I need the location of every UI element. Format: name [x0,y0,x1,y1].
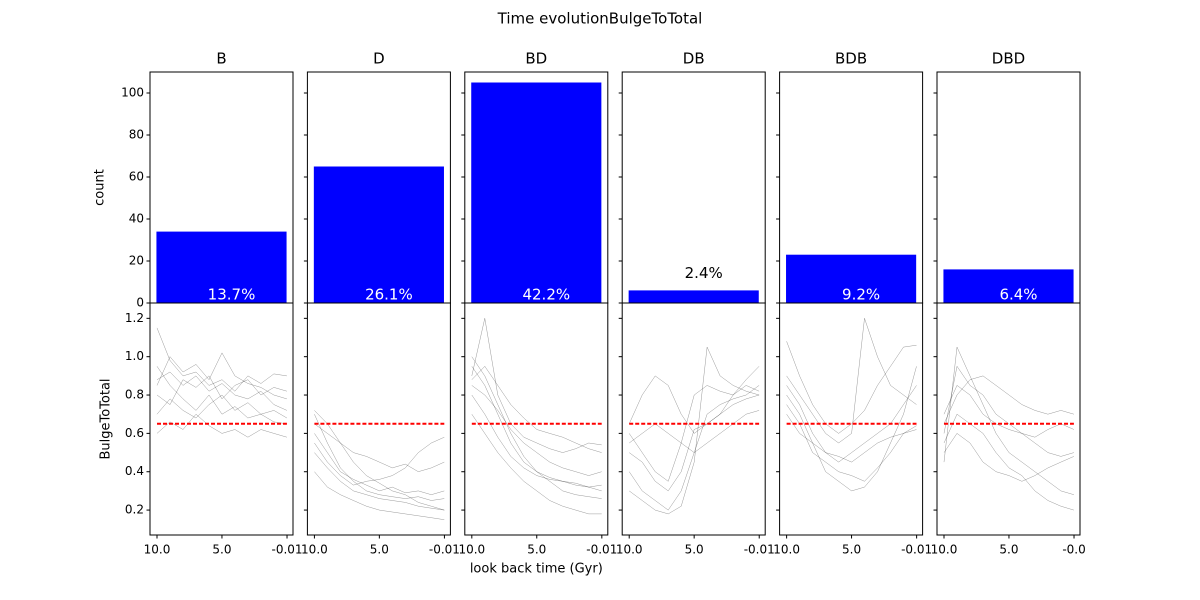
data-line [314,410,445,511]
data-line [156,413,287,438]
bar [786,254,917,303]
data-line [943,433,1075,482]
data-line [786,318,917,444]
bar [313,166,444,303]
y-tick-label: 0.8 [125,388,144,402]
bar-annotation: 13.7% [208,286,256,304]
x-tick-label: 5.0 [370,543,389,557]
axes-frame [779,302,924,536]
x-tick-label: 10.0 [931,543,958,557]
x-tick-label: -0.0 [1062,543,1085,557]
y-tick-label: 1.0 [125,349,144,363]
data-line [471,394,602,492]
y-tick-label: 80 [129,128,144,142]
x-tick-label: -0.01 [744,543,775,557]
x-tick-label: 5.0 [527,543,546,557]
bar [471,82,602,303]
bar [156,231,287,303]
y-tick-label: 0.6 [125,426,144,440]
y-axis-label: count [93,169,108,206]
x-tick-label: 5.0 [999,543,1018,557]
x-tick-label: 10.0 [773,543,800,557]
data-line [629,346,760,515]
bar-annotation: 9.2% [842,286,880,304]
panel-title: DB [683,50,705,68]
y-tick-label: 0.2 [125,503,144,517]
data-line [471,356,602,499]
data-line [156,394,288,419]
data-line [471,385,602,476]
data-line [156,375,287,405]
bar-annotation: 2.4% [685,264,723,282]
x-tick-label: 10.0 [458,543,485,557]
bar [628,290,759,303]
axes-frame [464,302,609,536]
y-tick-label: 60 [129,170,144,184]
x-tick-label: 5.0 [212,543,231,557]
data-line [628,385,760,511]
data-line [786,366,917,492]
data-line [629,394,760,492]
data-line [314,452,445,511]
x-axis-label: look back time (Gyr) [470,562,603,577]
panel-title: BD [525,50,547,68]
data-line [314,423,445,472]
bar-annotation: 42.2% [522,286,570,304]
data-line [628,385,760,482]
data-line [156,352,287,400]
x-tick-label: -0.01 [271,543,302,557]
data-line [314,471,445,520]
x-tick-label: 10.0 [616,543,643,557]
data-line [471,365,602,453]
data-line [943,346,1074,495]
axes-frame [621,302,766,536]
axes-frame [936,302,1081,536]
y-tick-label: 20 [129,254,144,268]
data-line [786,414,917,463]
data-line [629,410,760,453]
x-tick-label: -0.01 [901,543,932,557]
panel-title: D [373,50,385,68]
y-tick-label: 1.2 [125,311,144,325]
data-line [471,366,602,488]
y-tick-label: 100 [121,86,144,100]
data-line [156,327,287,392]
panel-title: DBD [992,50,1025,68]
panel-title: B [216,50,226,68]
y-tick-label: 40 [129,212,144,226]
data-line [156,371,288,411]
y-tick-label: 0 [136,296,144,310]
bar-annotation: 26.1% [365,286,413,304]
data-line [943,375,1074,424]
data-line [786,404,917,482]
data-line [786,341,917,434]
x-tick-label: 10.0 [144,543,171,557]
axes-frame [149,302,294,536]
bar-annotation: 6.4% [999,286,1037,304]
x-tick-label: 5.0 [842,543,861,557]
x-tick-label: -0.01 [429,543,460,557]
data-line [943,413,1074,511]
axes-frame [306,302,451,536]
bar [943,269,1074,303]
data-line [471,414,602,515]
data-line [471,318,602,453]
figure-title: Time evolutionBulgeToTotal [497,10,703,28]
x-tick-label: -0.01 [586,543,617,557]
x-tick-label: 10.0 [301,543,328,557]
data-line [314,414,445,501]
data-line [156,366,287,425]
data-line [314,436,445,486]
y-tick-label: 0.4 [125,464,144,478]
data-line [943,365,1074,457]
data-line [314,433,445,495]
x-tick-label: 5.0 [685,543,704,557]
data-line [943,385,1075,438]
data-line [628,366,760,434]
panel-title: BDB [835,50,867,68]
y-axis-label: BulgeToTotal [99,378,114,459]
